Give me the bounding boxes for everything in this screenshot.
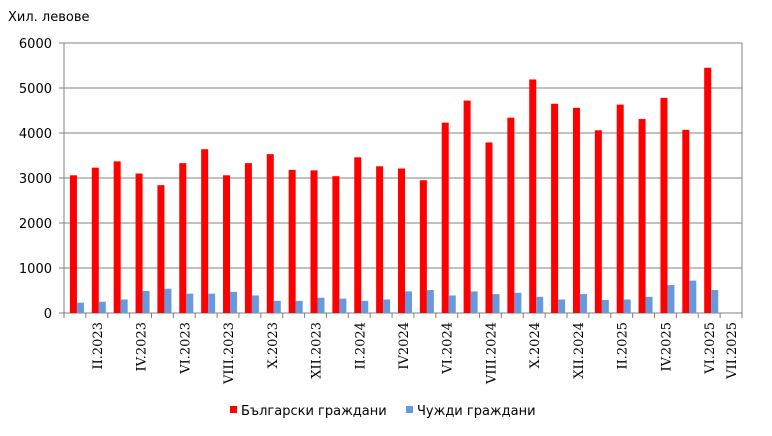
bar-bulgarian	[551, 103, 559, 313]
bar-bulgarian	[179, 163, 187, 313]
bar-foreign	[514, 292, 522, 313]
bar-bulgarian	[463, 100, 471, 313]
y-tick-label: 2000	[19, 217, 52, 232]
bar-foreign	[208, 293, 216, 313]
bar-foreign	[405, 291, 412, 313]
y-tick-label: 5000	[19, 82, 52, 97]
y-tick-label: 1000	[19, 262, 52, 277]
bar-bulgarian	[157, 185, 165, 313]
bar-foreign	[251, 295, 259, 313]
x-tick-label: IV.2025	[659, 322, 674, 371]
bar-bulgarian	[69, 175, 77, 313]
bar-bulgarian	[682, 129, 690, 313]
bar-foreign	[120, 299, 128, 313]
bar-foreign	[667, 285, 675, 313]
x-tick-label: XII.2023	[310, 322, 325, 379]
bar-foreign	[536, 296, 544, 313]
x-tick-label: VIII.2023	[222, 322, 237, 385]
bar-bulgarian	[704, 67, 712, 313]
bar-bulgarian	[244, 163, 252, 313]
y-axis-unit-label: Хил. левове	[8, 10, 90, 25]
x-tick-label: XII.2024	[572, 322, 587, 379]
x-tick-label: VI.2024	[441, 322, 456, 375]
bar-foreign	[76, 302, 84, 313]
bar-foreign	[426, 290, 434, 313]
x-axis-ticks: II.2023 IV.2023 VI.2023 VIII.2023 X.2023 XII.…	[63, 313, 743, 385]
bar-bulgarian	[310, 170, 318, 313]
bar-foreign	[470, 291, 478, 313]
legend-swatch-foreign	[406, 406, 413, 413]
bar-bulgarian	[376, 166, 384, 313]
bar-bulgarian	[485, 142, 493, 313]
bar-bulgarian	[266, 154, 274, 313]
bar-bulgarian	[91, 167, 99, 313]
legend: Български граждани Чужди граждани	[230, 404, 536, 419]
bar-foreign	[383, 299, 391, 313]
bar-bulgarian	[288, 169, 296, 313]
bar-foreign	[711, 290, 719, 313]
bar-bulgarian	[638, 119, 646, 313]
y-tick-label: 3000	[19, 172, 52, 187]
bar-bulgarian	[616, 104, 624, 314]
bar-foreign	[492, 294, 500, 313]
bar-foreign	[645, 296, 653, 313]
bar-foreign	[295, 300, 303, 313]
bars	[69, 67, 719, 314]
bar-bulgarian	[113, 161, 121, 313]
x-tick-label: II.2025	[616, 322, 631, 370]
bar-foreign	[689, 280, 697, 313]
bar-bulgarian	[135, 173, 143, 313]
y-tick-label: 4000	[19, 127, 52, 142]
x-tick-label: X.2023	[266, 322, 281, 368]
bar-bulgarian	[201, 149, 209, 313]
x-tick-label: X.2024	[528, 322, 543, 368]
y-tick-label: 0	[44, 307, 52, 322]
legend-label-foreign: Чужди граждани	[417, 404, 536, 419]
x-tick-label: IV.2023	[135, 322, 150, 371]
bar-foreign	[339, 298, 347, 313]
bar-foreign	[273, 300, 281, 313]
y-axis-ticks: 0 1000 2000 3000 4000 5000 6000	[19, 37, 64, 322]
bar-bulgarian	[398, 168, 405, 313]
y-tick-label: 6000	[19, 37, 52, 52]
x-tick-label: VIII.2024	[484, 322, 499, 385]
bar-foreign	[448, 295, 456, 313]
bar-bulgarian	[594, 130, 602, 313]
bar-bulgarian	[572, 107, 580, 313]
bar-bulgarian	[660, 97, 668, 314]
bar-foreign	[98, 301, 106, 313]
bar-bulgarian	[441, 122, 449, 314]
bar-foreign	[317, 297, 325, 313]
x-tick-label: II.2024	[353, 322, 368, 370]
legend-swatch-bulgarian	[230, 406, 237, 413]
bar-bulgarian	[507, 117, 515, 313]
bar-foreign	[558, 299, 566, 313]
bar-foreign	[623, 299, 631, 313]
bar-foreign	[186, 293, 194, 313]
bar-foreign	[230, 291, 238, 313]
bar-bulgarian	[332, 176, 340, 313]
bar-foreign	[601, 299, 609, 313]
bar-bulgarian	[354, 157, 362, 313]
x-tick-label: VI.2025	[703, 322, 718, 375]
x-tick-label: VI.2023	[178, 322, 193, 375]
bar-foreign	[579, 294, 587, 313]
bar-bulgarian	[419, 180, 427, 313]
x-tick-label: VII.2025	[725, 322, 740, 380]
bar-foreign	[164, 288, 172, 313]
bar-bulgarian	[529, 79, 537, 313]
bar-foreign	[361, 300, 369, 313]
legend-label-bulgarian: Български граждани	[241, 404, 387, 419]
x-tick-label: IV2024	[397, 322, 412, 370]
bar-foreign	[142, 290, 150, 313]
x-tick-label: II.2023	[91, 322, 106, 370]
bar-bulgarian	[223, 175, 231, 313]
